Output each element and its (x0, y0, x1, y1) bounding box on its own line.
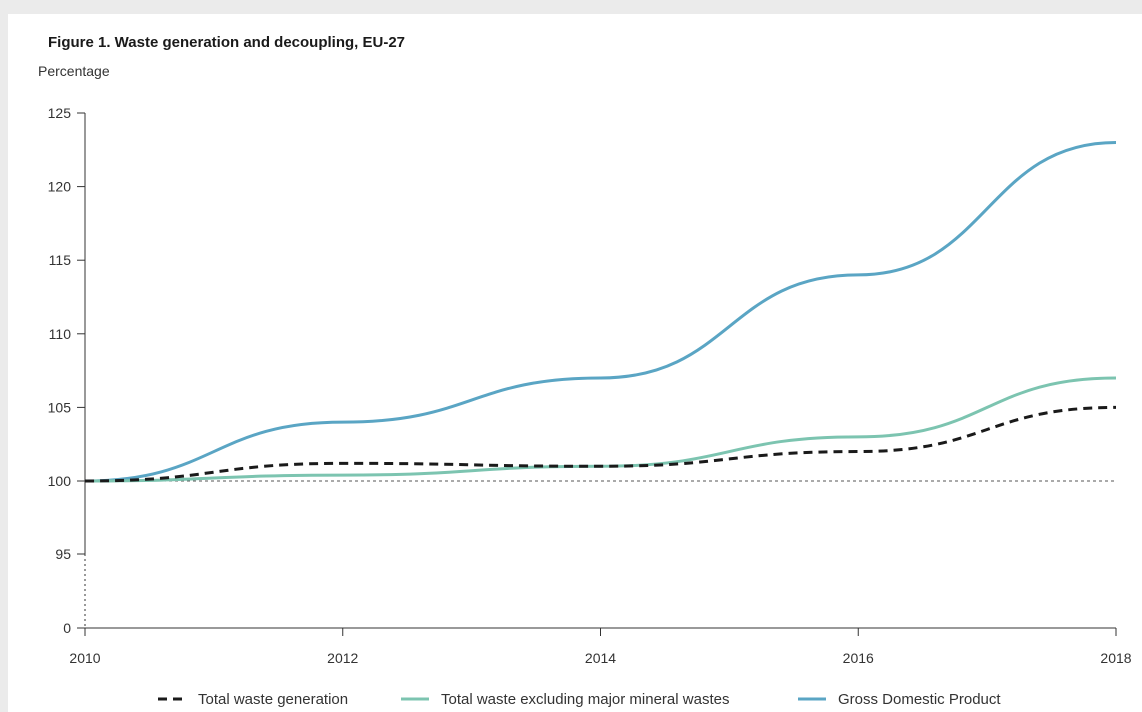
series-line-total-waste-generation (84, 405, 1117, 483)
legend-label: Gross Domestic Product (838, 691, 1001, 708)
y-tick-label: 105 (48, 399, 72, 415)
chart-title: Figure 1. Waste generation and decouplin… (48, 34, 405, 51)
y-tick-label: 100 (48, 473, 72, 489)
y-tick-label: 120 (48, 179, 72, 195)
series-line-gross-domestic-product (84, 140, 1117, 483)
x-tick-label: 2018 (1100, 650, 1131, 666)
y-tick-label: 95 (55, 546, 71, 562)
y-tick-label: 125 (48, 105, 72, 121)
axes: 125 120 115 110 105 100 95 0 2010 2012 2014 2016 201… (48, 105, 1132, 666)
x-tick-label: 2016 (843, 650, 874, 666)
x-tick-label: 2014 (585, 650, 616, 666)
line-chart: Figure 1. Waste generation and decouplin… (38, 34, 1132, 708)
x-tick-label: 2010 (69, 650, 100, 666)
y-tick-label: 115 (49, 252, 72, 268)
y-tick-label: 0 (63, 620, 71, 636)
y-axis-label: Percentage (38, 63, 110, 79)
legend-label: Total waste generation (198, 691, 348, 708)
figure-panel: Figure 1. Waste generation and decouplin… (8, 14, 1142, 712)
legend-label: Total waste excluding major mineral wast… (441, 691, 729, 708)
y-tick-label: 110 (49, 326, 72, 342)
x-tick-label: 2012 (327, 650, 358, 666)
series-layer (84, 140, 1117, 483)
legend: Total waste generation Total waste exclud… (158, 691, 1001, 708)
